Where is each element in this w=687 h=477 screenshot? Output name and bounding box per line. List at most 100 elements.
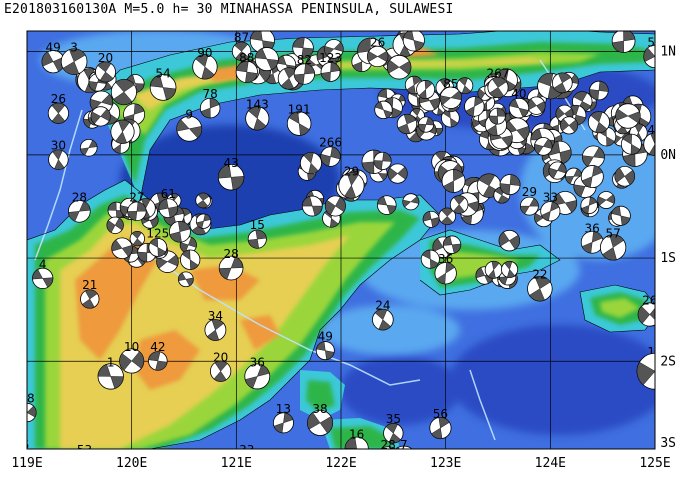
event-depth-label: 43	[223, 156, 238, 170]
focal-mechanism-beachball	[449, 195, 469, 214]
focal-mechanism-beachball	[527, 96, 546, 115]
focal-mechanism-beachball	[286, 111, 312, 136]
longitude-label: 120E	[116, 456, 147, 471]
focal-mechanism-beachball	[149, 74, 177, 101]
focal-mechanism-beachball	[417, 116, 435, 133]
event-depth-label: 20	[98, 51, 113, 65]
longitude-label: 124E	[535, 456, 566, 471]
focal-mechanism-beachball	[204, 319, 227, 341]
event-depth-label: 205	[612, 20, 635, 34]
focal-mechanism-beachball	[315, 341, 335, 361]
longitude-label: 122E	[325, 456, 356, 471]
graticule	[27, 31, 655, 449]
event-depth-label: 29	[344, 164, 359, 178]
event-depth-label: 10	[124, 340, 139, 354]
event-depth-label: 26	[370, 35, 385, 49]
event-depth-label: 18	[19, 392, 34, 406]
focal-mechanism-beachball	[217, 164, 245, 191]
focal-mechanism-beachball	[60, 48, 88, 75]
focal-mechanism-beachball	[68, 199, 91, 223]
event-depth-label: 125	[146, 226, 169, 240]
event-depth-label: 20	[213, 350, 228, 364]
focal-mechanism-beachball	[560, 116, 579, 135]
event-depth-label: 35	[386, 412, 401, 426]
event-depth-label: 88	[239, 51, 254, 65]
focal-mechanism-beachball	[372, 308, 394, 331]
longitude-labels: 119E 120E 121E 122E 123E 124E 125E	[11, 456, 670, 471]
event-depth-label: 1	[107, 355, 115, 369]
event-depth-label: 29	[522, 185, 537, 199]
event-depth-label: 24	[375, 299, 390, 313]
focal-mechanism-beachball	[192, 54, 218, 80]
focal-mechanism-beachball	[580, 165, 604, 189]
focal-mechanism-beachball	[580, 230, 604, 254]
focal-mechanism-beachball	[320, 62, 341, 82]
focal-mechanism-beachball	[620, 133, 642, 155]
focal-mechanism-beachball	[537, 72, 564, 100]
event-depth-label: 9	[185, 108, 193, 122]
event-depth-label: 38	[312, 402, 327, 416]
focal-mechanism-beachball	[587, 111, 610, 134]
event-depth-label: 266	[319, 136, 342, 150]
focal-mechanism-beachball	[396, 113, 418, 135]
focal-mechanism-beachball	[422, 210, 440, 228]
event-depth-label: 36	[250, 355, 265, 369]
event-depth-label: 36	[438, 252, 453, 266]
focal-mechanism-beachball	[615, 103, 641, 129]
event-depth-label: 21	[82, 278, 97, 292]
focal-mechanism-beachball	[97, 363, 124, 390]
focal-mechanism-beachball	[611, 31, 636, 53]
event-depth-label: 3	[70, 41, 78, 55]
focal-mechanism-beachball	[244, 363, 271, 390]
focal-mechanism-beachball	[487, 76, 509, 98]
event-depth-label: 33	[543, 190, 558, 204]
focal-mechanism-beachball	[245, 106, 270, 131]
event-depth-label: 4	[39, 257, 47, 271]
event-depth-label: 33	[239, 443, 254, 457]
event-depth-label: 28	[72, 190, 87, 204]
focal-mechanism-beachball	[148, 238, 168, 257]
event-depth-label: 78	[203, 87, 218, 101]
event-depth-label: 42	[150, 340, 165, 354]
event-depth-label: 191	[288, 103, 311, 117]
focal-mechanism-beachball	[434, 262, 457, 285]
longitude-label: 119E	[11, 456, 42, 471]
event-depth-label: 16	[647, 345, 662, 359]
focal-mechanism-beachball	[48, 149, 69, 170]
focal-mechanism-beachball	[27, 402, 37, 423]
focal-mechanism-beachball	[394, 445, 413, 449]
longitude-label: 121E	[221, 456, 252, 471]
focal-mechanism-beachball	[533, 137, 553, 156]
focal-mechanism-beachball	[127, 201, 147, 221]
focal-mechanism-beachball	[74, 454, 95, 475]
focal-mechanism-beachball	[600, 234, 627, 261]
focal-mechanism-beachball	[386, 54, 412, 80]
focal-mechanism-beachball	[551, 72, 573, 94]
event-depth-label: 56	[433, 407, 448, 421]
event-depth-label: 27	[129, 190, 144, 204]
focal-mechanism-beachball	[320, 146, 341, 167]
event-depth-label: 267	[487, 66, 510, 80]
event-depth-label: 34	[208, 309, 223, 323]
latitude-label: 1N	[660, 45, 676, 60]
map-frame	[26, 30, 656, 450]
focal-mechanism-beachball	[272, 412, 294, 434]
focal-mechanism-beachball	[32, 267, 54, 289]
focal-mechanism-beachball	[441, 169, 466, 193]
event-depth-label: 16	[349, 428, 364, 442]
focal-mechanism-beachball	[338, 172, 365, 199]
event-depth-label: 15	[14, 438, 29, 452]
focal-mechanism-beachball	[519, 196, 539, 216]
focal-mechanism-beachball	[95, 61, 116, 83]
focal-mechanism-beachball	[247, 229, 267, 249]
focal-mechanism-beachball	[438, 207, 456, 226]
focal-mechanism-beachball	[508, 97, 530, 119]
focal-mechanism-beachball	[636, 352, 655, 390]
focal-mechanism-beachball	[464, 96, 485, 117]
focal-mechanism-beachball	[180, 249, 201, 270]
focal-mechanism-beachball	[614, 165, 636, 187]
latitude-label: 2S	[660, 354, 676, 369]
focal-mechanism-beachball	[540, 201, 561, 222]
